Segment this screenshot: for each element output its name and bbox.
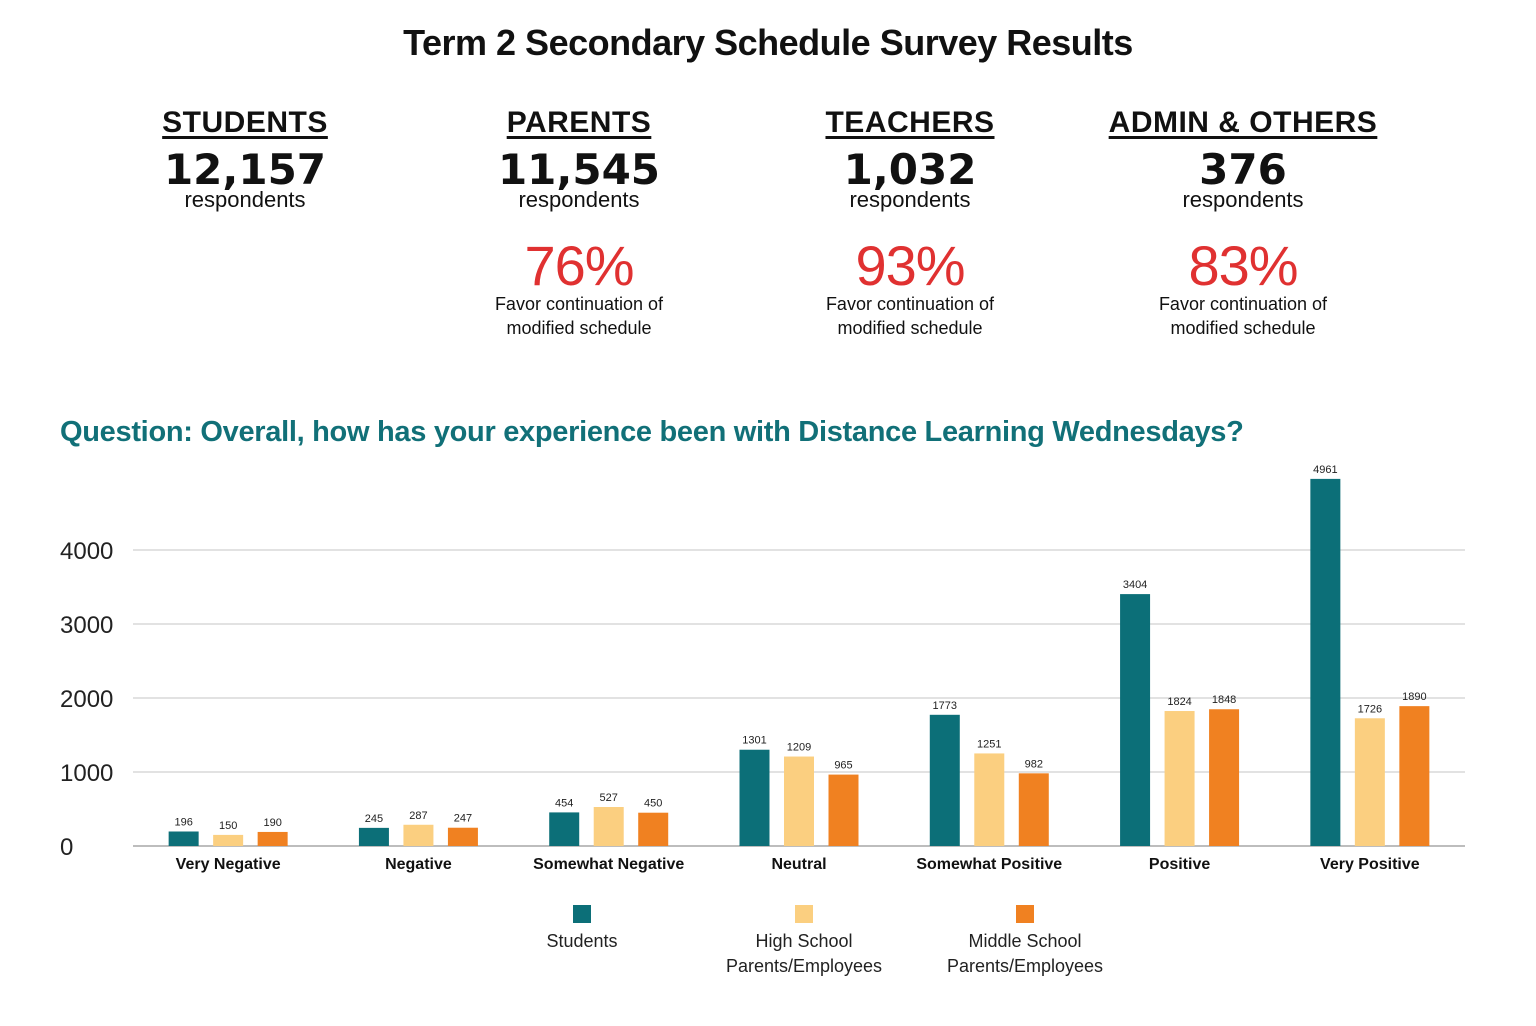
bar-value-label: 982 [1025,758,1043,770]
category-label: Somewhat Positive [916,856,1062,873]
legend-item-students: Students [482,905,682,954]
stat-group-label: ADMIN & OTHERS [1108,106,1378,139]
bar [1164,711,1195,846]
y-tick-label: 4000 [60,538,113,565]
bar-value-label: 150 [219,820,237,832]
legend-swatch [795,905,813,923]
stat-count-label: respondents [518,187,640,212]
bar [1120,594,1151,846]
page-title: Term 2 Secondary Schedule Survey Results [403,22,1133,63]
bar-value-label: 1251 [977,738,1001,750]
legend-label: Students [546,931,618,951]
category-label: Very Negative [176,856,281,873]
bar-value-label: 245 [365,813,383,825]
bar-value-label: 247 [454,813,472,825]
bar-value-label: 1301 [742,735,766,747]
bar-value-label: 1209 [787,742,811,754]
stat-count: 12,157 [163,145,327,194]
bar [1209,709,1240,846]
bar-value-label: 3404 [1123,579,1147,591]
category-label: Very Positive [1320,856,1420,873]
stat-parents: PARENTS 11,545 respondents 76% Favor con… [429,106,729,340]
stat-percent: 93% [855,234,965,297]
bar-value-label: 1848 [1212,694,1236,706]
bar [447,827,478,846]
bar [929,714,960,846]
bar-value-label: 1726 [1358,703,1382,715]
stat-count: 11,545 [497,145,661,194]
legend-item-middle-school: Middle School Parents/Employees [925,905,1125,979]
bar-value-label: 450 [644,798,662,810]
stat-count-label: respondents [849,187,971,212]
bar [1399,706,1430,846]
stat-percent-label: Favor continuation of modified schedule [825,294,995,338]
bar [974,753,1005,846]
bar [638,812,669,846]
stat-admin-others: ADMIN & OTHERS 376 respondents 83% Favor… [1093,106,1393,340]
stat-count-label: respondents [184,187,306,212]
bar-value-label: 190 [263,817,281,829]
stat-count: 1,032 [843,145,977,194]
bar-value-label: 4961 [1313,464,1337,476]
y-tick-label: 2000 [60,686,113,713]
legend-label: High School Parents/Employees [725,931,883,976]
stat-count-label: respondents [1182,187,1304,212]
bar [549,812,580,846]
category-label: Negative [385,856,452,873]
stat-group-label: PARENTS [506,106,652,139]
bar [828,774,859,846]
bar [1354,718,1385,846]
legend-item-high-school: High School Parents/Employees [704,905,904,979]
y-tick-label: 0 [60,834,73,861]
stat-group-label: STUDENTS [162,106,328,139]
stat-percent: 83% [1188,234,1298,297]
bar [739,749,770,846]
bar [168,831,199,846]
stat-teachers: TEACHERS 1,032 respondents 93% Favor con… [760,106,1060,340]
stat-group-label: TEACHERS [825,106,995,139]
bar-value-label: 1773 [933,700,957,712]
stat-count: 376 [1199,145,1287,194]
legend-label: Middle School Parents/Employees [946,931,1104,976]
stat-percent-label: Favor continuation of modified schedule [1158,294,1328,338]
bar-value-label: 1890 [1402,691,1426,703]
chart-question-title: Question: Overall, how has your experien… [60,416,1244,448]
legend-swatch [573,905,591,923]
bar-value-label: 454 [555,797,573,809]
bar [593,807,624,846]
bar [1310,478,1341,846]
stat-percent-label: Favor continuation of modified schedule [494,294,664,338]
category-label: Positive [1149,856,1210,873]
bar [1018,773,1049,846]
bar-value-label: 1824 [1167,696,1191,708]
bar [784,756,814,846]
bar [358,827,389,846]
bar [213,834,244,846]
category-label: Neutral [771,856,826,873]
y-tick-label: 1000 [60,760,113,787]
category-label: Somewhat Negative [533,856,684,873]
bar [257,831,288,846]
legend-swatch [1016,905,1034,923]
bar-value-label: 196 [174,816,192,828]
bar-value-label: 527 [600,792,618,804]
stat-students: STUDENTS 12,157 respondents [95,106,395,212]
stat-percent: 76% [524,234,634,297]
y-tick-label: 3000 [60,612,113,639]
bar [403,824,434,846]
bar-value-label: 965 [834,760,852,772]
bar-value-label: 287 [409,810,427,822]
